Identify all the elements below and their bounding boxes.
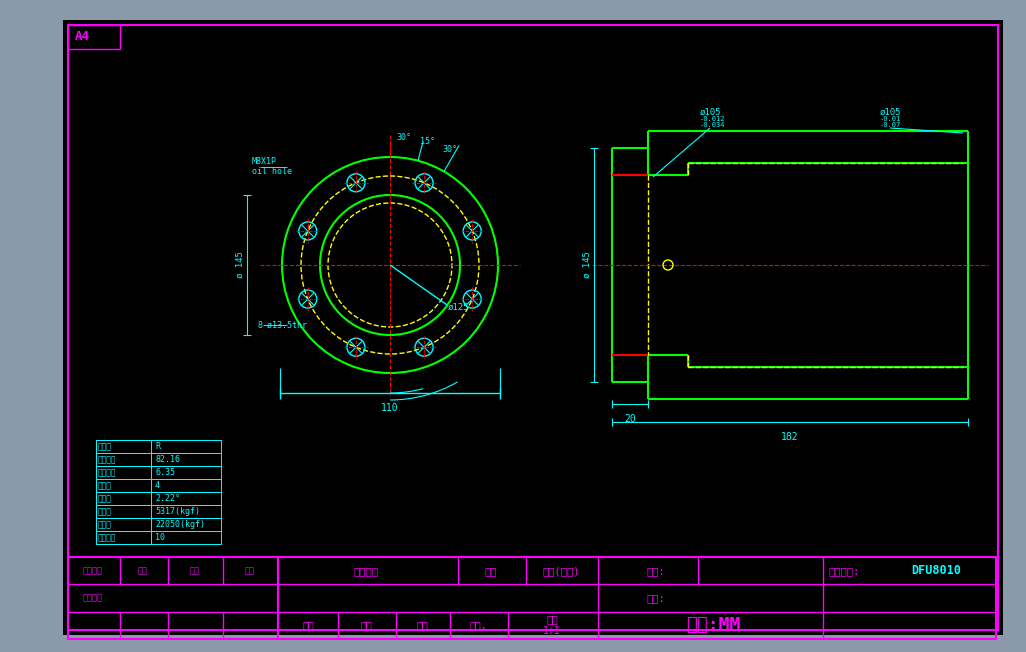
Text: 客图图号:: 客图图号:	[828, 566, 859, 576]
Text: 材料:: 材料:	[646, 593, 665, 603]
Text: 日期: 日期	[484, 566, 498, 576]
Text: -0.012: -0.012	[700, 116, 725, 122]
Bar	[278, 557, 996, 639]
Bar	[96, 505, 221, 518]
Text: 30°: 30°	[442, 145, 457, 153]
Text: 游隙等级: 游隙等级	[98, 533, 117, 542]
Bar	[96, 440, 151, 453]
Text: 5317(kgf): 5317(kgf)	[155, 507, 200, 516]
Text: DFU8010: DFU8010	[911, 565, 961, 578]
Text: 6.35: 6.35	[155, 468, 175, 477]
Bar	[68, 557, 278, 639]
Bar	[96, 453, 151, 466]
Text: 绘图: 绘图	[302, 620, 314, 630]
Text: ø 145: ø 145	[236, 252, 245, 278]
Text: 数量(单台): 数量(单台)	[543, 566, 580, 576]
Bar	[96, 518, 151, 531]
Text: 82.16: 82.16	[155, 455, 180, 464]
Text: 审核: 审核	[417, 620, 428, 630]
Bar	[68, 25, 120, 49]
Text: ø105: ø105	[700, 108, 721, 117]
Bar	[96, 531, 151, 544]
Text: M8X1P: M8X1P	[252, 158, 277, 166]
Text: 10: 10	[155, 533, 165, 542]
Bar	[96, 518, 221, 531]
Text: 签名: 签名	[245, 567, 255, 576]
Text: A4: A4	[75, 31, 90, 44]
Text: 20: 20	[624, 414, 636, 424]
Text: 滚珠直径: 滚珠直径	[98, 455, 117, 464]
Bar	[96, 466, 221, 479]
Text: -0.07: -0.07	[880, 122, 901, 128]
Text: 22050(kgf): 22050(kgf)	[155, 520, 205, 529]
Text: 圈数圈: 圈数圈	[98, 481, 112, 490]
Bar	[96, 479, 221, 492]
Text: 单位:MM: 单位:MM	[685, 616, 740, 634]
Text: 视角.: 视角.	[469, 620, 486, 630]
Bar	[96, 479, 151, 492]
Text: 比例: 比例	[546, 614, 558, 624]
Text: 客户确认: 客户确认	[83, 593, 103, 602]
Text: 客户名称: 客户名称	[354, 566, 379, 576]
Text: 日期: 日期	[190, 567, 200, 576]
Text: 30°: 30°	[396, 132, 411, 141]
Text: 110: 110	[382, 403, 399, 413]
Text: 182: 182	[781, 432, 799, 442]
Text: -0.01: -0.01	[880, 116, 901, 122]
Text: ø 145: ø 145	[583, 252, 592, 278]
Text: 处数: 处数	[139, 567, 148, 576]
Text: 塑料种: 塑料种	[98, 442, 112, 451]
Text: 设计: 设计	[360, 620, 371, 630]
Bar	[96, 466, 151, 479]
Bar	[96, 505, 151, 518]
Text: 8-ø13.5thr: 8-ø13.5thr	[256, 321, 307, 329]
Text: 1:1: 1:1	[543, 626, 561, 636]
Text: 动载荷: 动载荷	[98, 507, 112, 516]
Text: ø125: ø125	[448, 303, 470, 312]
Bar	[96, 531, 221, 544]
Text: 接触角: 接触角	[98, 494, 112, 503]
Text: 静载荷: 静载荷	[98, 520, 112, 529]
Text: 15°: 15°	[420, 138, 435, 147]
Text: 2.22°: 2.22°	[155, 494, 180, 503]
Bar	[96, 440, 221, 453]
Bar	[96, 492, 221, 505]
Text: 4: 4	[155, 481, 160, 490]
Text: -0.034: -0.034	[700, 122, 725, 128]
Text: oil hole: oil hole	[252, 168, 292, 177]
Text: 滚珠直径: 滚珠直径	[98, 468, 117, 477]
Bar	[96, 453, 221, 466]
Text: R: R	[155, 442, 160, 451]
Text: 型号:: 型号:	[646, 566, 665, 576]
Text: 更改标记: 更改标记	[83, 567, 103, 576]
Bar	[96, 492, 151, 505]
Text: ø105: ø105	[880, 108, 902, 117]
